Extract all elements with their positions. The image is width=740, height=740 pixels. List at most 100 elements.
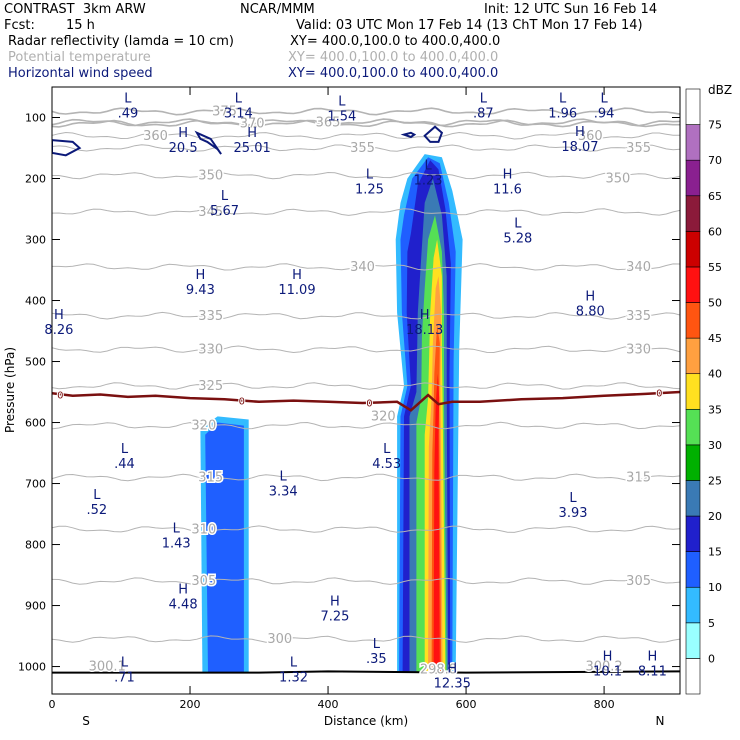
title-left: CONTRAST 3km ARW xyxy=(4,2,146,17)
colorbar-swatch-6 xyxy=(685,444,701,481)
field-theta-xy: XY= 400.0,100.0 to 400.0,400.0 xyxy=(288,50,499,65)
wind-extremum-letter-26: H xyxy=(330,595,340,610)
colorbar-level-60: 60 xyxy=(708,225,722,238)
wind-extremum-value-6: 20.5 xyxy=(169,141,198,156)
theta-extra-label-2: 360 xyxy=(578,129,603,144)
wind-contours xyxy=(52,125,444,157)
wind-extremum-letter-6: H xyxy=(178,126,188,141)
colorbar-swatch-14 xyxy=(685,159,701,197)
field-wind-xy: XY= 400.0,100.0 to 400.0,400.0 xyxy=(288,66,499,81)
freezing-level-label-2: 0 xyxy=(366,398,372,409)
colorbar-level-65: 65 xyxy=(708,190,722,203)
theta-contour-340 xyxy=(52,263,680,271)
wind-extremum-letter-2: L xyxy=(338,94,346,109)
wind-extremum-letter-4: L xyxy=(559,91,567,106)
freezing-level-label-1: 0 xyxy=(239,397,245,408)
title-center: NCAR/MMM xyxy=(240,2,315,17)
y-tick-label-900: 900 xyxy=(25,600,46,613)
wind-extremum-letter-14: H xyxy=(195,268,205,283)
colorbar-level-50: 50 xyxy=(708,297,722,310)
colorbar-level-15: 15 xyxy=(708,546,722,559)
level-lines xyxy=(52,390,680,674)
wind-extremum-value-2: 1.54 xyxy=(327,109,356,124)
theta-extra-label-0: 350 xyxy=(605,172,630,187)
theta-contour-330 xyxy=(52,345,680,354)
y-tick-label-100: 100 xyxy=(25,112,46,125)
colorbar-level-35: 35 xyxy=(708,403,722,416)
theta-extra-label-7: 315 xyxy=(626,470,651,485)
wind-extremum-value-12: 5.67 xyxy=(210,204,239,219)
wind-extremum-value-13: 5.28 xyxy=(503,231,532,246)
wind-extremum-letter-24: L xyxy=(173,521,181,536)
wind-extremum-letter-12: L xyxy=(221,189,229,204)
wind-extremum-value-10: 1.23 xyxy=(414,173,443,188)
surface-line xyxy=(52,670,680,674)
theta-label-300: 300 xyxy=(267,632,292,647)
colorbar-label: dBZ xyxy=(708,83,732,97)
wind-extremum-letter-20: L xyxy=(383,442,391,457)
y-axis-label: Pressure (hPa) xyxy=(3,347,17,433)
x-end-label-north: N xyxy=(656,714,665,728)
wind-extremum-letter-25: H xyxy=(178,582,188,597)
wind-extremum-value-29: 1.32 xyxy=(279,671,308,686)
init-time: Init: 12 UTC Sun 16 Feb 14 xyxy=(484,2,658,17)
theta-label-335: 335 xyxy=(198,309,223,324)
theta-extra-label-9: 300.2 xyxy=(585,660,622,675)
x-tick-label-400: 400 xyxy=(318,698,339,711)
forecast-label: Fcst: xyxy=(4,18,35,33)
colorbar-level-40: 40 xyxy=(708,368,722,381)
colorbar-swatch-0 xyxy=(685,658,701,695)
y-tick-label-200: 200 xyxy=(25,173,46,186)
wind-extremum-letter-9: L xyxy=(366,168,374,183)
wind-extremum-letter-15: H xyxy=(292,268,302,283)
wind-extremum-value-23: 3.93 xyxy=(559,506,588,521)
colorbar-swatch-8 xyxy=(685,373,701,410)
theta-extra-label-11: 298.8 xyxy=(420,663,457,678)
wind-contour-1 xyxy=(194,130,222,155)
theta-contour-320 xyxy=(52,421,680,430)
theta-contour-350 xyxy=(52,171,680,180)
field-theta-name: Potential temperature xyxy=(8,50,151,65)
wind-extremum-letter-0: L xyxy=(124,91,132,106)
wind-contour-2 xyxy=(400,131,417,139)
reflectivity-area-1 xyxy=(205,422,244,673)
colorbar-level-30: 30 xyxy=(708,439,722,452)
theta-contour-300 xyxy=(52,635,680,643)
wind-extremum-value-14: 9.43 xyxy=(186,283,215,298)
wind-extremum-letter-23: L xyxy=(569,491,577,506)
wind-extremum-value-8: 18.07 xyxy=(561,140,598,155)
colorbar-swatch-7 xyxy=(685,408,701,446)
wind-extremum-value-22: .52 xyxy=(87,503,108,518)
theta-extra-label-4: 335 xyxy=(626,309,651,324)
wind-extremum-value-16: 8.80 xyxy=(576,305,605,320)
x-tick-label-800: 800 xyxy=(594,698,615,711)
theta-label-375: 375 xyxy=(212,104,237,119)
wind-extremum-value-17: 8.26 xyxy=(44,323,73,338)
wind-extremum-letter-3: L xyxy=(480,91,488,106)
y-tick-label-800: 800 xyxy=(25,539,46,552)
wind-extremum-letter-11: H xyxy=(503,168,513,183)
theta-extra-label-8: 305 xyxy=(626,574,651,589)
colorbar-level-75: 75 xyxy=(708,119,722,132)
colorbar-level-45: 45 xyxy=(708,332,722,345)
theta-extra-label-5: 330 xyxy=(626,342,651,357)
colorbar-swatch-5 xyxy=(685,480,701,517)
wind-extremum-value-7: 25.01 xyxy=(234,141,271,156)
wind-extremum-letter-19: L xyxy=(121,442,129,457)
theta-contours xyxy=(52,107,680,643)
colorbar-swatch-3 xyxy=(685,551,701,588)
theta-label-350: 350 xyxy=(198,168,223,183)
wind-extremum-value-9: 1.25 xyxy=(355,183,384,198)
forecast-hour: 15 h xyxy=(66,18,95,33)
theta-contour-310 xyxy=(52,525,680,533)
y-tick-label-300: 300 xyxy=(25,234,46,247)
wind-extremum-letter-27: L xyxy=(373,637,381,652)
freezing-level-line xyxy=(52,390,680,412)
theta-label-305: 305 xyxy=(191,574,216,589)
colorbar-level-55: 55 xyxy=(708,261,722,274)
wind-extremum-letter-7: H xyxy=(247,126,257,141)
wind-extremum-value-0: .49 xyxy=(118,106,139,121)
theta-extra-label-10: 300.1 xyxy=(89,660,126,675)
